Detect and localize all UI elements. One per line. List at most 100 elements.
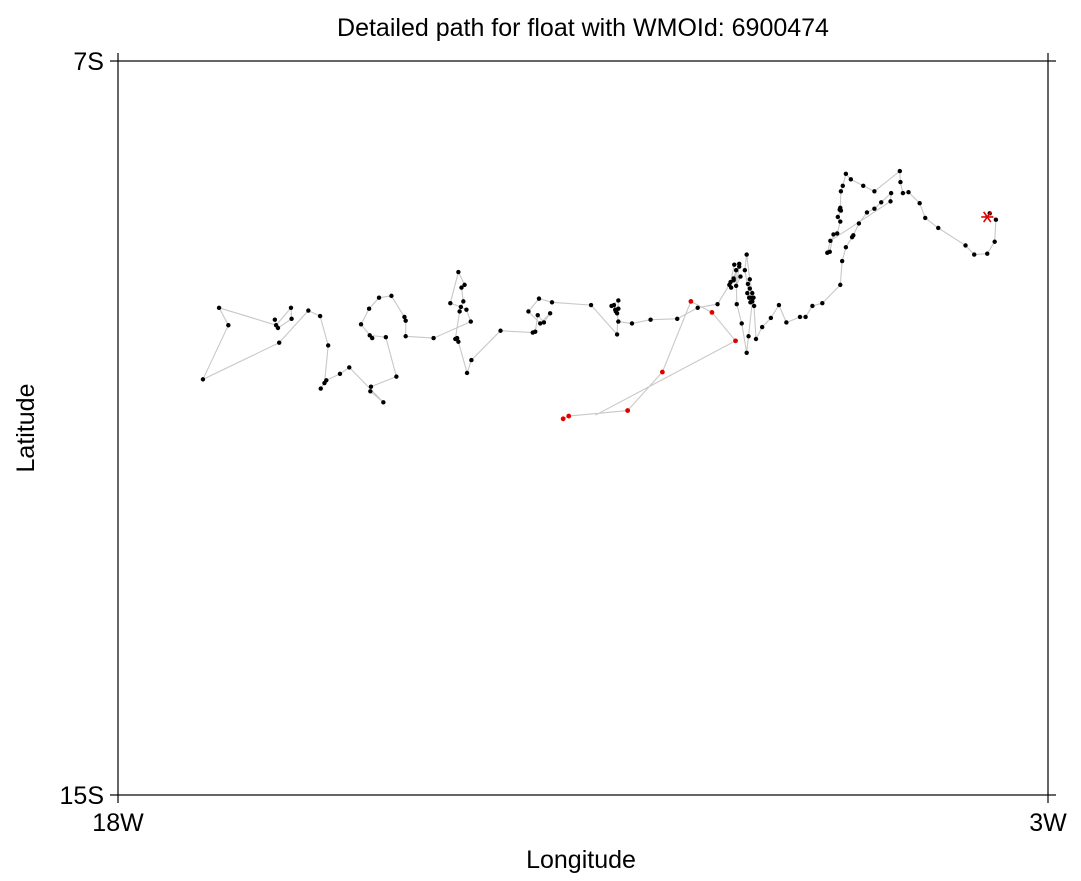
- profile-point: [838, 282, 843, 288]
- profile-point: [923, 215, 928, 221]
- profile-point: [759, 324, 765, 330]
- recent-profile-point: [733, 338, 738, 344]
- profile-point: [389, 293, 394, 299]
- profile-point: [216, 305, 222, 311]
- profile-point: [963, 243, 968, 248]
- profile-point: [498, 328, 503, 333]
- profile-point: [888, 190, 894, 196]
- profile-point: [810, 303, 815, 309]
- profile-point: [784, 320, 789, 325]
- profile-point: [675, 316, 680, 322]
- profile-point: [840, 183, 845, 188]
- profile-point: [366, 306, 372, 311]
- profile-point: [358, 322, 364, 327]
- profile-point: [431, 335, 436, 341]
- profile-point: [936, 225, 941, 231]
- profile-point: [200, 377, 206, 382]
- profile-point: [897, 168, 903, 174]
- deployment-marker: [981, 211, 994, 223]
- profile-point: [347, 365, 352, 370]
- profile-point: [835, 214, 841, 220]
- profile-point: [742, 267, 748, 273]
- profile-point: [376, 295, 382, 300]
- profile-point: [468, 319, 473, 324]
- profile-point: [906, 190, 911, 195]
- profile-point: [898, 179, 903, 185]
- profile-point: [616, 319, 621, 324]
- profile-point: [325, 343, 331, 348]
- profile-point: [825, 250, 830, 255]
- profile-point: [226, 323, 231, 328]
- float-path-points: [200, 168, 999, 405]
- profile-point: [843, 245, 849, 250]
- recent-profile-point: [659, 369, 665, 375]
- profile-point: [403, 318, 408, 323]
- recent-profile-point: [709, 309, 715, 315]
- recent-profile-point: [688, 298, 694, 304]
- profile-point: [547, 311, 553, 316]
- x-tick-label: 18W: [92, 809, 144, 837]
- profile-point: [872, 189, 877, 194]
- profile-point: [609, 303, 614, 309]
- profile-point: [750, 299, 755, 304]
- profile-point: [803, 314, 808, 320]
- profile-point: [745, 281, 751, 287]
- deployment-asterisk: [981, 211, 994, 223]
- profile-point: [747, 277, 752, 282]
- profile-point: [464, 370, 470, 376]
- profile-point: [750, 290, 755, 296]
- profile-point: [864, 210, 870, 215]
- profile-point: [629, 321, 635, 326]
- profile-point: [748, 295, 753, 300]
- profile-point: [843, 171, 849, 177]
- y-axis-label: Latitude: [12, 384, 40, 473]
- profile-point: [456, 339, 461, 344]
- profile-point: [277, 340, 282, 345]
- profile-point: [746, 334, 751, 339]
- profile-point: [367, 333, 372, 338]
- profile-point: [733, 283, 739, 288]
- profile-point: [588, 302, 594, 308]
- profile-point: [289, 316, 294, 322]
- profile-point: [381, 400, 386, 405]
- profile-point: [459, 285, 464, 290]
- profile-point: [616, 298, 621, 303]
- profile-point: [453, 336, 458, 342]
- profile-point: [322, 380, 327, 386]
- profile-point: [972, 252, 977, 257]
- profile-point: [695, 305, 700, 311]
- profile-point: [337, 371, 343, 377]
- profile-point: [848, 177, 854, 182]
- profile-point: [288, 305, 294, 311]
- profile-point: [835, 231, 840, 236]
- profile-point: [536, 296, 542, 301]
- profile-point: [739, 321, 744, 326]
- x-tick-label: 3W: [1029, 809, 1067, 837]
- recent-track-line: [562, 300, 737, 420]
- profile-point: [535, 312, 540, 318]
- float-path-lines: [201, 170, 997, 420]
- profile-point: [526, 309, 531, 314]
- profile-point: [457, 309, 462, 314]
- profile-point: [751, 295, 756, 300]
- profile-point: [797, 314, 803, 320]
- x-axis-label: Longitude: [526, 846, 636, 874]
- profile-point: [383, 334, 389, 340]
- profile-point: [861, 183, 866, 188]
- profile-point: [872, 206, 877, 211]
- tick-labels: 18W 3W 7S 15S: [60, 48, 1068, 837]
- profile-point: [820, 301, 825, 306]
- profile-point: [464, 307, 469, 312]
- profile-point: [753, 336, 759, 342]
- profile-point: [549, 300, 555, 305]
- profile-point: [727, 282, 732, 288]
- profile-point: [456, 269, 461, 275]
- profile-point: [402, 314, 407, 320]
- recent-profile-point: [625, 408, 631, 413]
- profile-point: [838, 219, 843, 224]
- profile-point: [879, 200, 884, 205]
- profile-point: [734, 301, 739, 307]
- profile-point: [368, 384, 374, 389]
- chart-title: Detailed path for float with WMOId: 6900…: [337, 14, 829, 42]
- recent-profile-points: [560, 298, 738, 422]
